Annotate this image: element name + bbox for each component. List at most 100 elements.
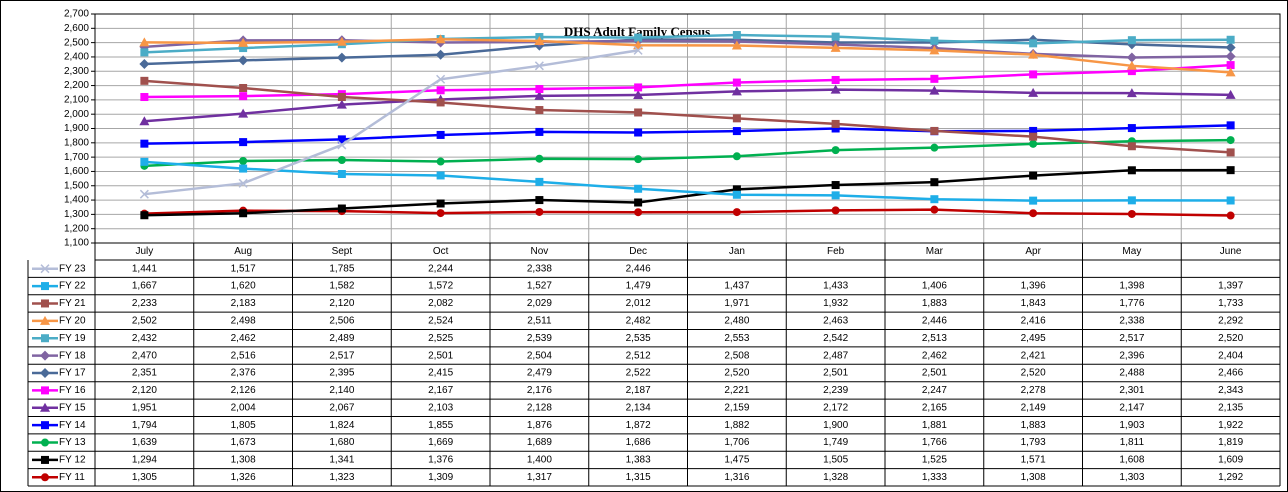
marker [435,34,446,44]
marker [239,156,248,165]
marker [634,33,643,42]
table-cell: 1,793 [1021,437,1046,448]
marker [436,130,445,139]
x-tick-label: Mar [926,246,944,257]
marker [831,124,840,133]
marker [732,190,741,199]
marker [1029,70,1038,79]
table-cell: 1,680 [329,437,354,448]
table-cell: 2,498 [231,315,256,326]
table-cell: 1,639 [132,437,157,448]
marker [140,157,149,166]
legend-entry: FY 11 [32,472,85,483]
table-cell: 2,239 [823,385,848,396]
table-cell: 1,400 [527,455,552,466]
table-cell: 1,811 [1120,437,1145,448]
marker [336,36,347,46]
table-cell: 2,343 [1218,385,1243,396]
marker [139,189,149,199]
marker [1029,39,1038,48]
legend-entry: FY 17 [32,368,86,379]
marker [535,106,544,115]
marker [337,93,346,102]
marker [1127,196,1136,205]
legend-label: FY 21 [59,298,86,309]
table-cell: 2,480 [724,315,749,326]
table-cell: 2,135 [1218,402,1243,413]
legend-label: FY 18 [59,350,86,361]
legend-entry: FY 20 [32,315,86,326]
marker [534,61,544,71]
table-cell: 2,495 [1021,333,1046,344]
legend-entry: FY 13 [32,437,86,448]
legend-entry: FY 16 [32,385,86,396]
table-cell: 1,441 [132,263,157,274]
legend-marker [41,455,49,464]
marker [337,135,346,144]
y-tick-label: 1,800 [64,137,89,148]
marker [1127,67,1136,76]
table-cell: 1,872 [626,420,651,431]
y-tick-label: 1,900 [64,123,89,134]
table-cell: 1,686 [626,437,651,448]
legend-label: FY 12 [59,455,86,466]
marker [1226,121,1235,130]
table-cell: 2,525 [428,333,453,344]
marker [930,143,939,152]
marker [732,114,741,123]
table-cell: 1,785 [329,263,354,274]
series-line [144,37,1231,74]
table-cell: 2,508 [724,350,749,361]
legend-label: FY 20 [59,315,86,326]
legend-label: FY 17 [59,368,86,379]
y-tick-label: 2,400 [64,52,89,63]
marker [1126,88,1137,98]
marker [139,58,150,69]
table-cell: 1,406 [922,281,947,292]
table-cell: 2,542 [823,333,848,344]
marker [930,195,939,204]
marker [436,171,445,180]
marker [732,78,741,87]
marker [1127,124,1136,133]
table-cell: 1,843 [1021,298,1046,309]
marker [139,37,150,47]
table-cell: 2,149 [1021,402,1046,413]
table-cell: 2,165 [922,402,947,413]
marker [535,207,544,216]
table-cell: 2,404 [1218,350,1243,361]
table-cell: 1,341 [329,455,354,466]
table-cell: 1,323 [329,472,354,483]
marker [238,178,248,188]
table-cell: 2,517 [329,350,354,361]
table-cell: 2,278 [1021,385,1046,396]
table-cell: 1,733 [1218,298,1243,309]
table-cell: 2,463 [823,315,848,326]
table-cell: 1,883 [1021,420,1046,431]
marker [831,119,840,128]
table-cell: 2,292 [1218,315,1243,326]
marker [1127,36,1136,45]
marker [239,83,248,92]
table-cell: 2,488 [1119,368,1144,379]
legend-marker [41,473,49,482]
series-line [144,138,1231,168]
marker [140,139,149,148]
marker [1127,209,1136,218]
marker [634,184,643,193]
table-cell: 1,819 [1218,437,1243,448]
legend-entry: FY 12 [32,455,86,466]
marker [929,85,940,95]
table-cell: 1,805 [231,420,256,431]
marker [535,196,544,205]
table-cell: 1,397 [1218,281,1243,292]
table-cell: 2,351 [132,368,157,379]
marker [436,157,445,166]
table-cell: 2,395 [329,368,354,379]
marker [139,116,150,126]
marker [831,146,840,155]
table-cell: 1,903 [1119,420,1144,431]
marker [1029,196,1038,205]
marker [140,93,149,102]
legend-marker [40,315,50,325]
